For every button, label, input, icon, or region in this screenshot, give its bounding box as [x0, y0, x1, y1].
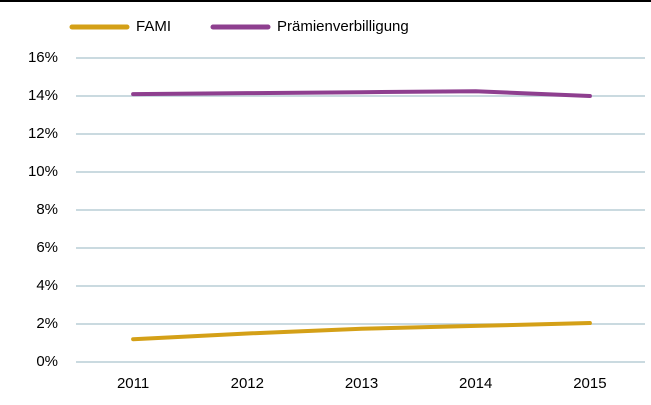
y-tick-label: 12% — [28, 125, 58, 142]
x-tick-label: 2012 — [231, 375, 264, 392]
x-tick-label: 2015 — [573, 375, 606, 392]
y-tick-label: 0% — [36, 353, 58, 370]
series-line — [131, 89, 592, 98]
x-tick-label: 2013 — [345, 375, 378, 392]
y-tick-label: 4% — [36, 277, 58, 294]
y-tick-label: 8% — [36, 201, 58, 218]
y-tick-label: 6% — [36, 239, 58, 256]
y-tick-label: 16% — [28, 49, 58, 66]
x-tick-label: 2014 — [459, 375, 492, 392]
series-line — [131, 321, 592, 342]
y-tick-label: 10% — [28, 163, 58, 180]
legend-label: Prämienverbilligung — [277, 18, 409, 35]
x-tick-label: 2011 — [117, 375, 149, 392]
y-tick-label: 2% — [36, 315, 58, 332]
y-tick-label: 14% — [28, 87, 58, 104]
legend-label: FAMI — [136, 18, 171, 35]
